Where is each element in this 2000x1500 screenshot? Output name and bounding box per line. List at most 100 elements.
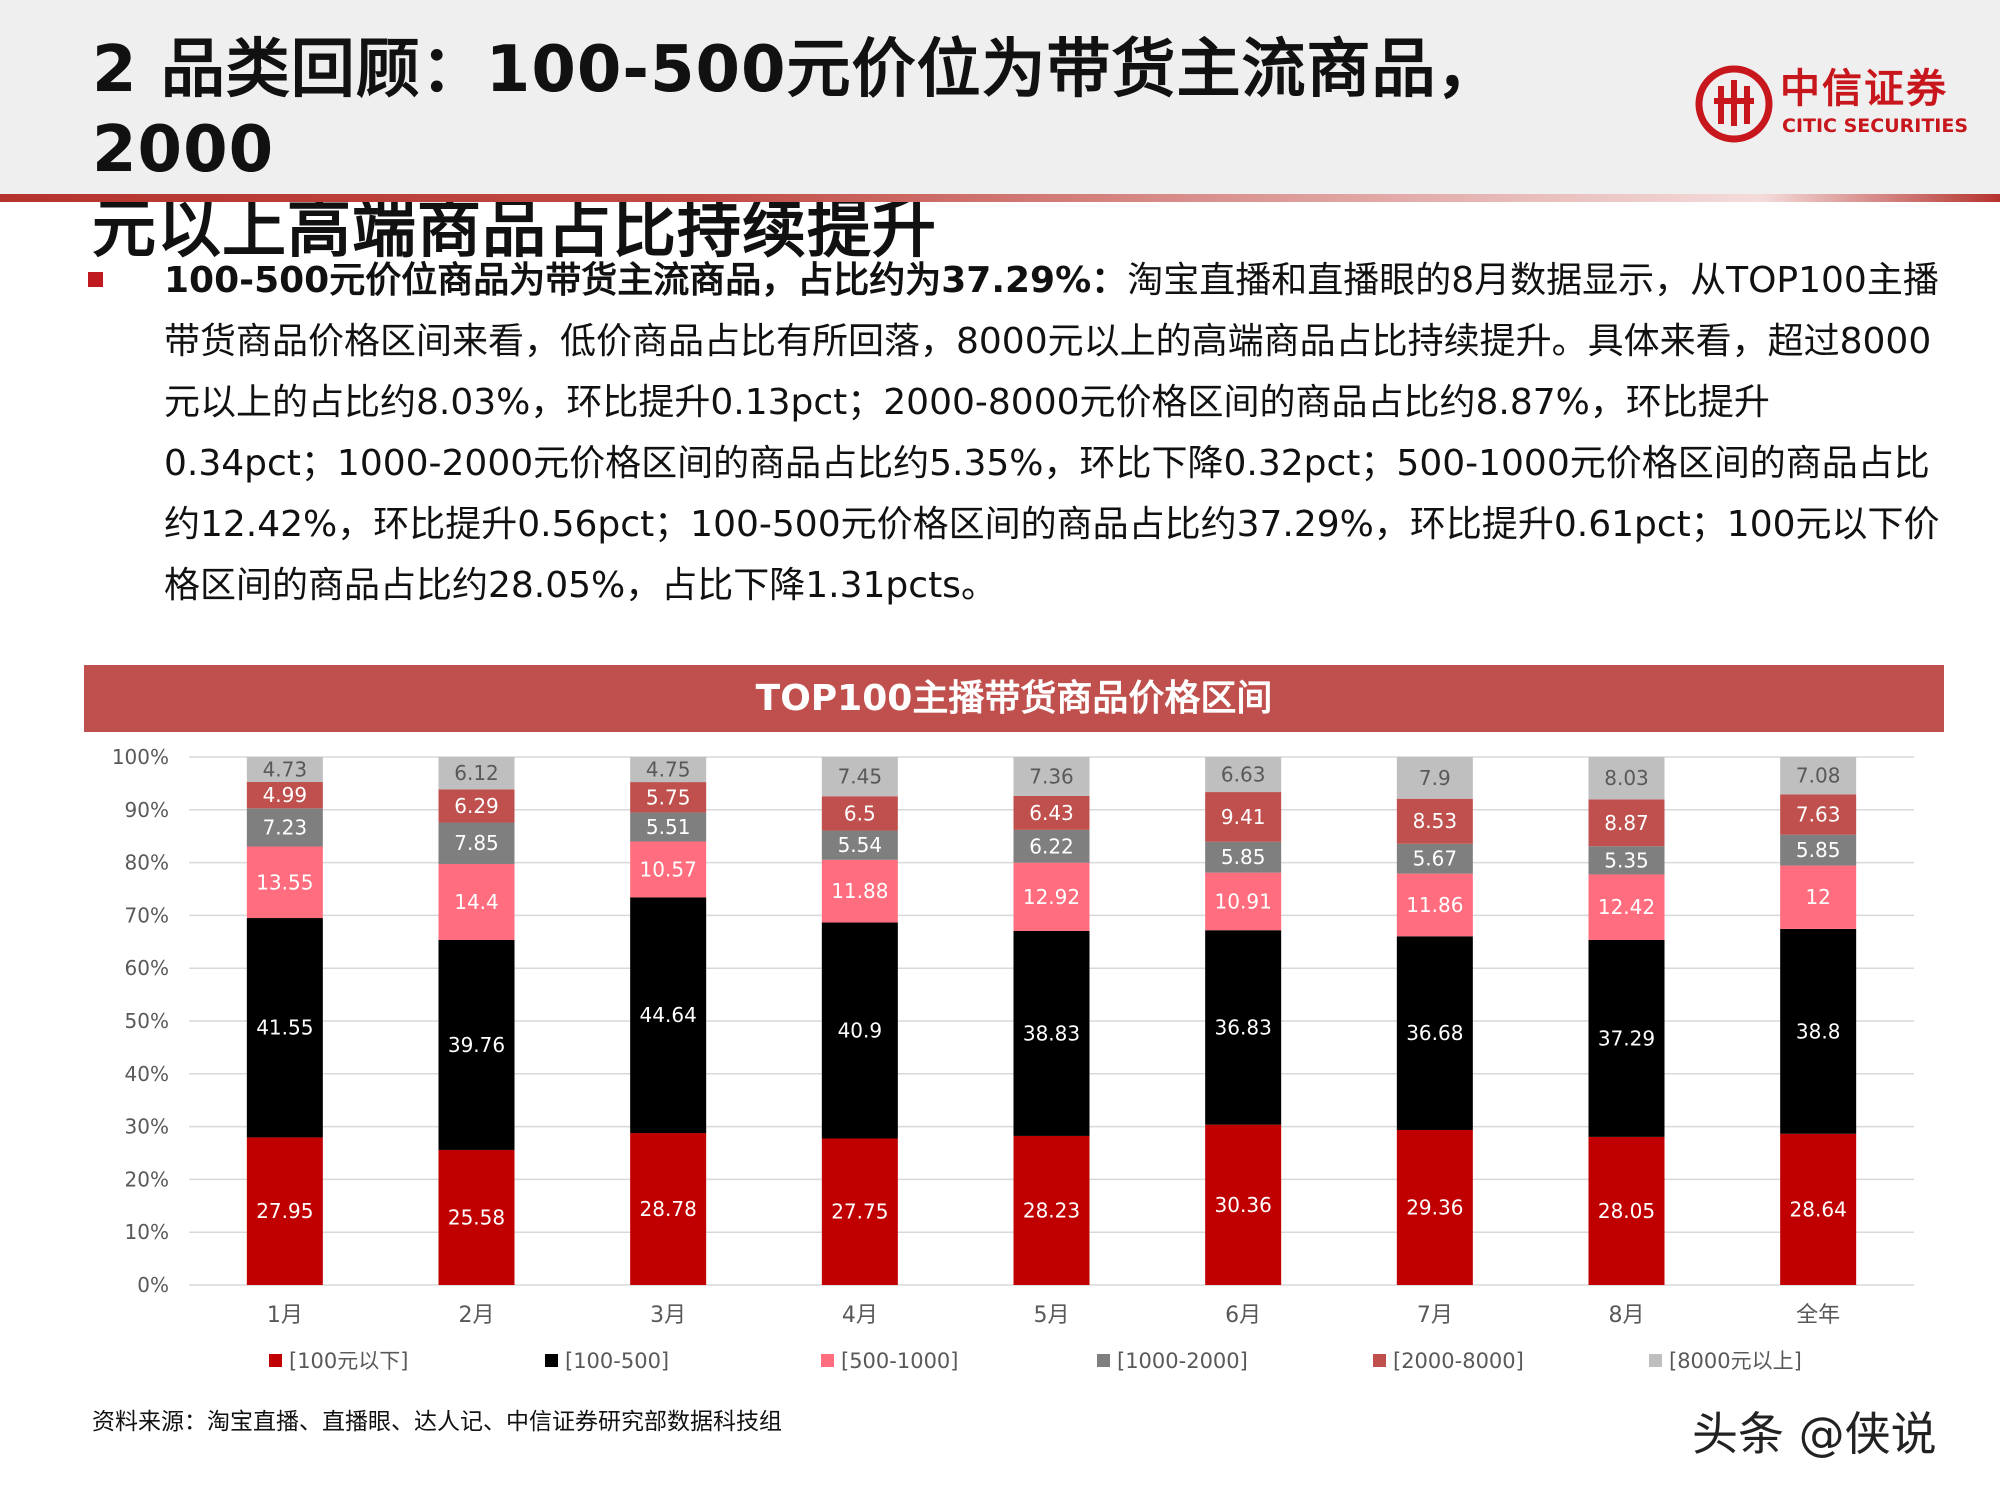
bar-segment: [438, 822, 515, 864]
y-tick-label: 70%: [125, 903, 169, 927]
data-label: 8.03: [1604, 766, 1649, 790]
legend-label: [2000-8000]: [1393, 1349, 1524, 1373]
y-tick-label: 50%: [125, 1009, 169, 1033]
summary-lead: 100-500元价位商品为带货主流商品，占比约为37.29%：: [164, 260, 1128, 301]
x-tick-label: 8月: [1609, 1303, 1645, 1328]
data-label: 9.41: [1221, 805, 1266, 829]
data-label: 28.78: [640, 1197, 697, 1221]
y-tick-label: 30%: [125, 1115, 169, 1139]
data-label: 4.99: [263, 783, 308, 807]
source-note: 资料来源：淘宝直播、直播眼、达人记、中信证券研究部数据科技组: [92, 1409, 782, 1435]
x-tick-label: 5月: [1034, 1303, 1070, 1328]
page-title: 2 品类回顾：100-500元价位为带货主流商品，2000 元以上高端商品占比持…: [92, 30, 1652, 270]
bar-segment: [821, 796, 898, 831]
legend-label: [1000-2000]: [1117, 1349, 1248, 1373]
data-label: 40.9: [838, 1019, 883, 1043]
bar-segment: [1588, 874, 1665, 941]
data-label: 36.68: [1406, 1021, 1463, 1045]
x-tick-label: 全年: [1796, 1303, 1840, 1328]
bar-segment: [1396, 873, 1473, 937]
legend-label: [500-1000]: [841, 1349, 959, 1373]
bar-segment: [1588, 1136, 1665, 1285]
data-label: 12.42: [1598, 895, 1655, 919]
header-band: [0, 0, 2000, 196]
watermark: 头条 @侠说: [1692, 1407, 1937, 1461]
bar-segment: [246, 1137, 323, 1285]
bar-segment: [438, 757, 515, 790]
y-tick-label: 0%: [137, 1273, 169, 1297]
legend-swatch: [545, 1354, 558, 1367]
bar-segment: [821, 859, 898, 923]
y-tick-label: 40%: [125, 1062, 169, 1086]
x-tick-label: 7月: [1417, 1303, 1453, 1328]
data-label: 6.29: [454, 794, 499, 818]
data-label: 12: [1805, 885, 1830, 909]
bar-segment: [246, 846, 323, 919]
data-label: 7.45: [838, 765, 883, 789]
bar-segment: [1396, 798, 1473, 844]
data-label: 11.88: [831, 879, 888, 903]
data-label: 10.57: [640, 857, 697, 881]
data-label: 5.75: [646, 785, 691, 809]
y-tick-label: 60%: [125, 956, 169, 980]
data-label: 27.75: [831, 1200, 888, 1224]
bar-segment: [1205, 757, 1282, 793]
bar-segment: [1013, 795, 1090, 830]
bar-segment: [1013, 1135, 1090, 1285]
data-label: 7.23: [263, 815, 308, 839]
bar-segment: [1780, 834, 1857, 866]
data-label: 39.76: [448, 1033, 505, 1057]
bar-segment: [630, 897, 707, 1134]
bar-segment: [1780, 757, 1857, 795]
bar-segment: [1205, 841, 1282, 873]
bar-segment: [1205, 792, 1282, 842]
header-divider: [0, 194, 2000, 202]
data-label: 25.58: [448, 1205, 505, 1229]
bar-segment: [246, 918, 323, 1138]
y-tick-label: 20%: [125, 1167, 169, 1191]
legend-swatch: [821, 1354, 834, 1367]
data-label: 10.91: [1215, 889, 1272, 913]
data-label: 8.87: [1604, 811, 1649, 835]
data-label: 4.73: [263, 757, 308, 781]
bar-segment: [1013, 930, 1090, 1136]
citic-logo: 中信证券 CITIC SECURITIES: [1694, 64, 1974, 144]
data-label: 7.63: [1796, 803, 1841, 827]
bar-segment: [1780, 794, 1857, 835]
bar-segment: [1205, 930, 1282, 1125]
data-label: 28.64: [1790, 1197, 1847, 1221]
data-label: 6.22: [1029, 834, 1074, 858]
summary-text: 淘宝直播和直播眼的8月数据显示，从TOP100主播带货商品价格区间来看，低价商品…: [164, 260, 1940, 606]
data-label: 7.9: [1419, 766, 1451, 790]
bar-segment: [821, 1138, 898, 1285]
x-tick-label: 1月: [267, 1303, 303, 1328]
page-title-line-2: 元以上高端商品占比持续提升: [92, 193, 937, 267]
bar-segment: [246, 808, 323, 847]
data-label: 41.55: [256, 1016, 313, 1040]
bar-segment: [438, 789, 515, 823]
data-label: 6.12: [454, 761, 499, 785]
bar-segment: [821, 757, 898, 797]
bar-segment: [1013, 757, 1090, 796]
legend-swatch: [1097, 1354, 1110, 1367]
bar-segment: [1780, 865, 1857, 929]
data-label: 28.23: [1023, 1198, 1080, 1222]
data-label: 7.36: [1029, 764, 1074, 788]
bar-segment: [1396, 757, 1473, 799]
data-label: 28.05: [1598, 1199, 1655, 1223]
bullet-square-icon: [88, 272, 103, 287]
bar-segment: [821, 922, 898, 1139]
data-label: 29.36: [1406, 1195, 1463, 1219]
y-tick-label: 100%: [112, 745, 169, 769]
legend-swatch: [269, 1354, 282, 1367]
data-label: 44.64: [640, 1003, 697, 1027]
citic-logo-icon: [1695, 65, 1773, 143]
bar-segment: [1396, 1129, 1473, 1285]
bar-segment: [1780, 1133, 1857, 1285]
bar-segment: [438, 940, 515, 1150]
data-label: 27.95: [256, 1199, 313, 1223]
data-label: 13.55: [256, 870, 313, 894]
legend-swatch: [1373, 1354, 1386, 1367]
data-label: 5.35: [1604, 848, 1649, 872]
logo-english-text: CITIC SECURITIES: [1782, 115, 1969, 137]
